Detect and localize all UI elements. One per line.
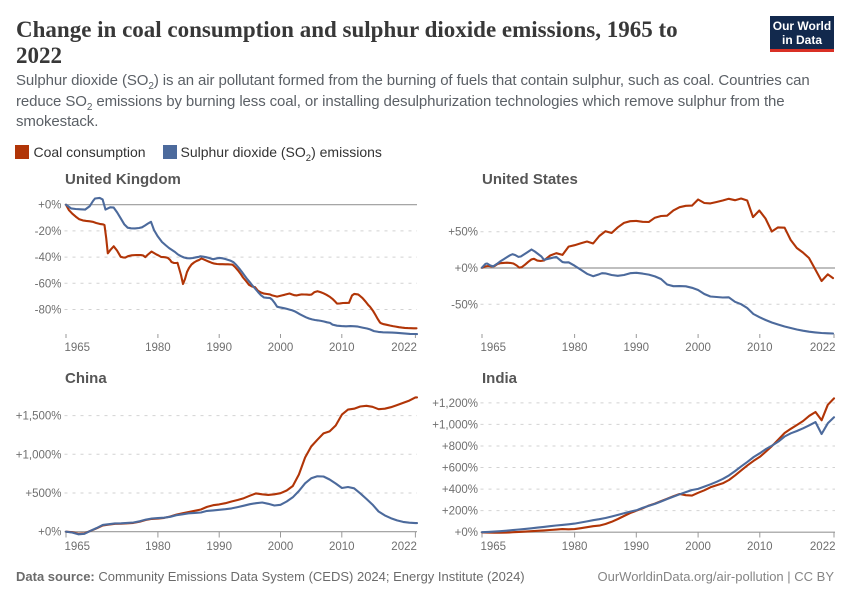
svg-text:1990: 1990 (206, 541, 232, 553)
svg-text:+0%: +0% (455, 527, 478, 539)
svg-text:India: India (482, 370, 518, 387)
svg-text:1980: 1980 (145, 541, 171, 553)
svg-text:-20%: -20% (35, 226, 62, 238)
svg-text:1965: 1965 (481, 342, 507, 354)
svg-text:2000: 2000 (268, 342, 294, 354)
svg-text:2000: 2000 (685, 541, 711, 553)
svg-text:+0%: +0% (455, 263, 478, 275)
svg-text:+600%: +600% (442, 463, 478, 475)
svg-text:2000: 2000 (685, 342, 711, 354)
svg-text:-40%: -40% (35, 252, 62, 264)
svg-text:2010: 2010 (329, 541, 355, 553)
svg-text:+200%: +200% (442, 506, 478, 518)
svg-text:1980: 1980 (562, 541, 588, 553)
svg-text:2022: 2022 (391, 342, 417, 354)
svg-text:2022: 2022 (810, 342, 836, 354)
svg-text:1980: 1980 (562, 342, 588, 354)
svg-text:+1,500%: +1,500% (16, 411, 62, 423)
svg-text:1965: 1965 (481, 541, 507, 553)
svg-text:+400%: +400% (442, 484, 478, 496)
svg-text:2010: 2010 (329, 342, 355, 354)
svg-text:1965: 1965 (65, 541, 91, 553)
svg-text:2010: 2010 (747, 342, 773, 354)
svg-text:+800%: +800% (442, 441, 478, 453)
svg-text:-80%: -80% (35, 305, 62, 317)
svg-text:2000: 2000 (268, 541, 294, 553)
svg-text:+50%: +50% (448, 227, 478, 239)
svg-text:+0%: +0% (38, 527, 61, 539)
svg-text:China: China (65, 370, 107, 387)
svg-text:+500%: +500% (25, 488, 61, 500)
svg-text:United States: United States (482, 171, 578, 188)
svg-text:1990: 1990 (624, 541, 650, 553)
svg-text:2022: 2022 (391, 541, 417, 553)
svg-text:-60%: -60% (35, 278, 62, 290)
svg-text:+1,000%: +1,000% (16, 449, 62, 461)
svg-text:1990: 1990 (624, 342, 650, 354)
svg-text:1990: 1990 (206, 342, 232, 354)
svg-text:2022: 2022 (810, 541, 836, 553)
svg-text:2010: 2010 (747, 541, 773, 553)
svg-text:+0%: +0% (38, 200, 61, 212)
svg-text:+1,200%: +1,200% (432, 398, 478, 410)
svg-text:United Kingdom: United Kingdom (65, 171, 181, 188)
svg-text:1980: 1980 (145, 342, 171, 354)
svg-text:+1,000%: +1,000% (432, 419, 478, 431)
svg-text:1965: 1965 (65, 342, 91, 354)
svg-text:-50%: -50% (451, 299, 478, 311)
